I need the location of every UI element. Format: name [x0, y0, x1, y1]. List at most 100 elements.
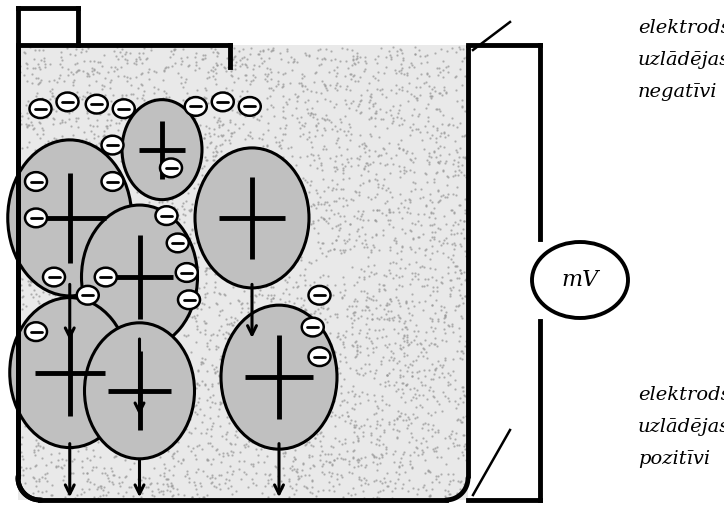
Point: [93, 277, 104, 285]
Point: [306, 440, 317, 449]
Point: [279, 448, 291, 456]
Point: [373, 493, 384, 502]
Point: [460, 247, 471, 255]
Point: [157, 123, 169, 131]
Point: [168, 403, 180, 412]
Point: [395, 135, 407, 144]
Point: [243, 370, 254, 378]
Point: [237, 120, 249, 128]
Point: [230, 486, 242, 495]
Point: [136, 81, 148, 89]
Point: [363, 78, 375, 87]
Point: [384, 420, 395, 428]
Point: [295, 399, 306, 407]
Point: [261, 186, 272, 195]
Point: [174, 73, 186, 82]
Point: [348, 297, 360, 305]
Point: [210, 345, 222, 353]
Point: [308, 462, 319, 470]
Point: [267, 293, 279, 302]
Point: [178, 251, 190, 259]
Point: [98, 410, 110, 418]
Point: [278, 471, 290, 479]
Point: [243, 330, 254, 338]
Point: [104, 120, 116, 129]
Point: [139, 433, 151, 441]
Point: [216, 131, 228, 139]
Point: [261, 293, 273, 302]
Point: [42, 194, 54, 202]
Point: [416, 450, 428, 458]
Point: [434, 89, 446, 97]
Point: [458, 132, 470, 141]
Point: [301, 438, 313, 446]
Point: [190, 131, 201, 139]
Point: [424, 196, 436, 204]
Point: [68, 186, 80, 194]
Point: [63, 397, 75, 405]
Point: [327, 392, 338, 400]
Point: [348, 308, 359, 316]
Point: [123, 483, 135, 492]
Point: [443, 397, 455, 405]
Point: [234, 405, 245, 414]
Point: [42, 477, 54, 485]
Point: [295, 293, 307, 302]
Point: [380, 93, 392, 101]
Point: [310, 69, 321, 77]
Point: [258, 443, 269, 451]
Point: [44, 102, 56, 110]
Point: [266, 46, 278, 54]
Point: [254, 286, 266, 294]
Point: [411, 96, 423, 105]
Point: [396, 385, 408, 393]
Point: [235, 96, 247, 105]
Point: [54, 60, 66, 69]
Point: [419, 297, 431, 305]
Point: [226, 451, 237, 460]
Point: [419, 469, 431, 477]
Point: [274, 254, 285, 262]
Point: [228, 44, 240, 52]
Point: [87, 109, 98, 118]
Point: [135, 225, 147, 233]
Point: [347, 309, 358, 317]
Point: [369, 397, 381, 405]
Point: [96, 282, 108, 290]
Point: [342, 388, 353, 396]
Point: [80, 285, 91, 293]
Point: [102, 382, 114, 391]
Point: [428, 447, 439, 456]
Point: [110, 452, 122, 461]
Point: [291, 225, 303, 233]
Point: [336, 453, 348, 462]
Point: [190, 257, 202, 266]
Point: [355, 481, 366, 489]
Point: [110, 238, 122, 246]
Point: [276, 366, 287, 374]
Point: [195, 429, 206, 437]
Point: [33, 440, 44, 449]
Point: [88, 480, 100, 488]
Point: [103, 211, 114, 219]
Point: [85, 127, 96, 135]
Point: [169, 258, 180, 267]
Point: [124, 225, 135, 233]
Point: [193, 393, 205, 402]
Point: [265, 47, 277, 55]
Point: [213, 213, 224, 221]
Point: [296, 81, 308, 89]
Point: [455, 167, 467, 176]
Point: [422, 425, 434, 434]
Point: [402, 421, 413, 429]
Point: [108, 67, 119, 75]
Point: [61, 188, 72, 196]
Point: [78, 371, 90, 379]
Point: [64, 332, 76, 340]
Point: [445, 434, 456, 442]
Point: [243, 304, 254, 312]
Point: [129, 289, 140, 297]
Point: [266, 101, 277, 109]
Point: [85, 343, 97, 351]
Point: [333, 225, 345, 234]
